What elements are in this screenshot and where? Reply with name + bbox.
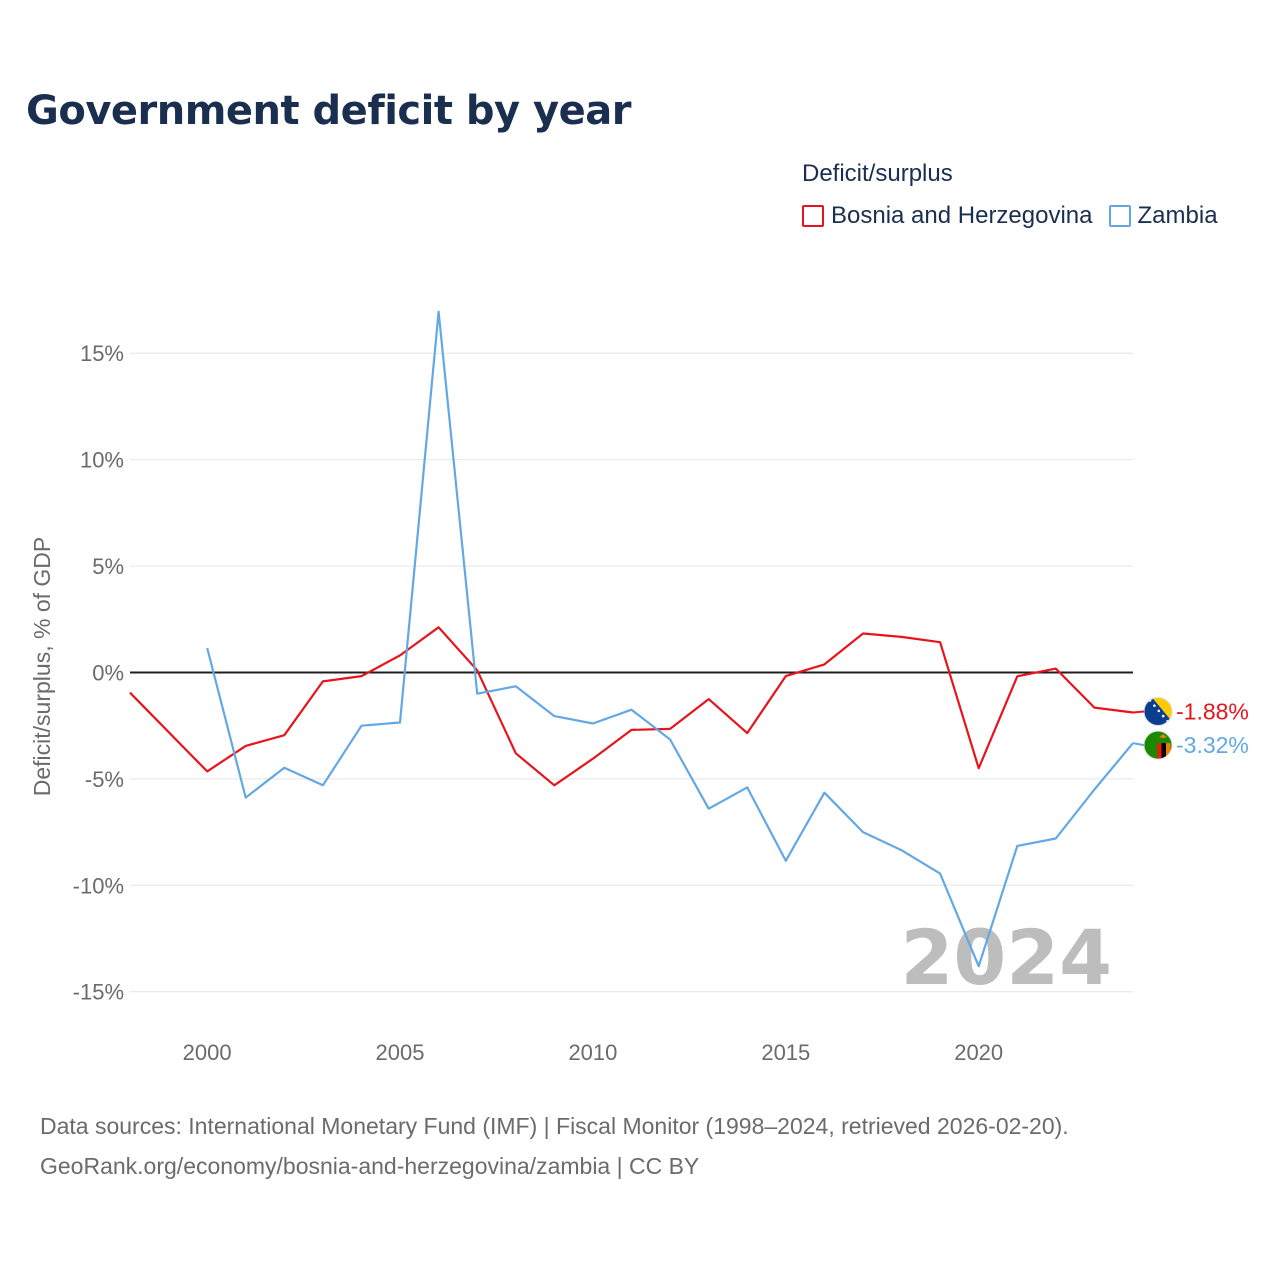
x-tick-label: 2000 xyxy=(183,1040,232,1065)
y-tick-label: 0% xyxy=(92,660,124,685)
legend-title: Deficit/surplus xyxy=(802,160,953,187)
series-line-zambia xyxy=(206,310,1134,968)
legend-swatch-zambia xyxy=(1108,205,1131,227)
bosnia-flag-icon xyxy=(1143,696,1173,726)
x-tick-label: 2015 xyxy=(761,1040,810,1065)
y-tick-label: 15% xyxy=(80,341,124,366)
y-tick-label: 10% xyxy=(80,448,124,473)
legend-label-zambia: Zambia xyxy=(1137,202,1218,229)
x-tick-label: 2005 xyxy=(376,1040,425,1065)
y-tick-label: -10% xyxy=(73,873,124,898)
x-tick-label: 2020 xyxy=(954,1040,1003,1065)
y-tick-label: 5% xyxy=(92,554,124,579)
x-tick-label: 2010 xyxy=(568,1040,617,1065)
y-tick-label: -15% xyxy=(73,980,124,1005)
end-label-zambia: -3.32% xyxy=(1176,732,1249,758)
source-note: Data sources: International Monetary Fun… xyxy=(40,1106,1069,1186)
watermark-year: 2024 xyxy=(900,913,1112,1002)
end-connector-zambia xyxy=(1132,742,1145,747)
legend-swatch-bosnia xyxy=(802,205,824,227)
legend: Deficit/surplus Bosnia and Herzegovina Z… xyxy=(802,160,1218,230)
y-tick-label: -5% xyxy=(85,767,124,792)
y-axis-label: Deficit/surplus, % of GDP xyxy=(29,537,55,796)
source-line-1: Data sources: International Monetary Fun… xyxy=(40,1113,1069,1139)
legend-items: Bosnia and Herzegovina Zambia xyxy=(802,202,1218,230)
end-label-bosnia: -1.88% xyxy=(1176,698,1249,724)
zambia-flag-icon xyxy=(1143,730,1173,760)
end-connector-bosnia xyxy=(1132,710,1145,714)
legend-item-bosnia[interactable]: Bosnia and Herzegovina xyxy=(802,202,1093,230)
chart-title: Government deficit by year xyxy=(26,88,631,134)
legend-label-bosnia: Bosnia and Herzegovina xyxy=(831,202,1093,229)
source-line-2[interactable]: GeoRank.org/economy/bosnia-and-herzegovi… xyxy=(40,1153,700,1179)
series-line-bosnia xyxy=(129,626,1134,787)
legend-item-zambia[interactable]: Zambia xyxy=(1108,202,1218,230)
